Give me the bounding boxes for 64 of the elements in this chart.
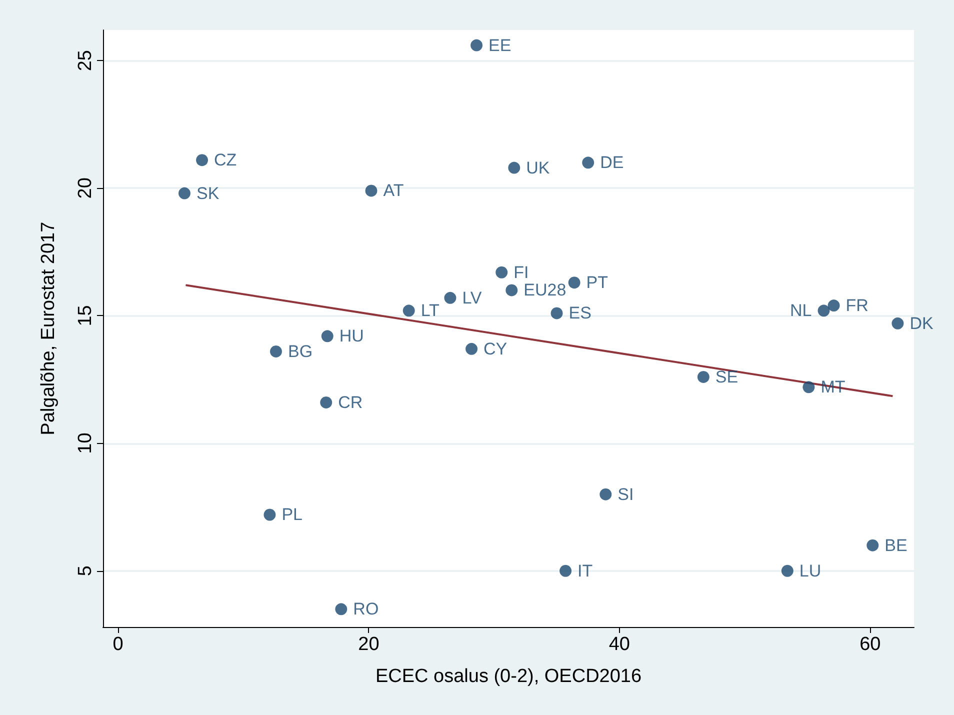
- data-label: ES: [568, 304, 592, 323]
- data-label: IT: [578, 561, 593, 580]
- data-label: PL: [282, 505, 303, 524]
- data-label: CY: [484, 339, 508, 358]
- point: [466, 342, 478, 355]
- y-tick-label: 25: [75, 50, 96, 72]
- data-label: LU: [799, 561, 822, 580]
- data-label: SE: [715, 367, 738, 386]
- data-label: AT: [383, 181, 404, 200]
- point: [270, 345, 282, 358]
- data-label: UK: [526, 158, 550, 178]
- x-tick-label: 40: [608, 634, 630, 655]
- point: [818, 304, 830, 317]
- point: [321, 330, 334, 342]
- point: [365, 184, 378, 197]
- point: [568, 276, 580, 289]
- x-tick-label: 0: [112, 634, 124, 655]
- point: [444, 292, 456, 304]
- data-label: DE: [600, 153, 624, 172]
- data-label: EE: [488, 36, 512, 55]
- data-label: EU28: [524, 280, 566, 300]
- data-label: DK: [910, 314, 934, 333]
- point: [320, 396, 332, 408]
- point: [866, 539, 879, 552]
- data-label: FI: [514, 262, 529, 282]
- data-label: BG: [288, 342, 313, 361]
- data-label: LV: [462, 288, 482, 308]
- point: [781, 564, 794, 577]
- data-label: CZ: [214, 150, 237, 170]
- point: [178, 187, 190, 200]
- data-label: FR: [846, 296, 868, 316]
- point: [402, 304, 415, 317]
- y-tick-label: 15: [75, 305, 96, 326]
- y-axis-title: Palgalõhe, Eurostat 2017: [38, 222, 59, 436]
- point: [506, 284, 518, 296]
- point: [335, 603, 348, 616]
- data-label: HU: [339, 326, 364, 346]
- data-label: PT: [586, 273, 608, 292]
- data-label: SK: [196, 184, 220, 203]
- data-label: NL: [790, 301, 812, 320]
- point: [550, 307, 563, 320]
- point: [470, 39, 483, 52]
- y-tick-label: 10: [75, 432, 96, 454]
- point: [892, 317, 904, 330]
- point: [264, 508, 276, 521]
- point: [496, 266, 508, 278]
- y-tick-label: 20: [75, 178, 96, 199]
- point: [697, 370, 710, 383]
- x-axis-title: ECEC osalus (0-2), OECD2016: [375, 666, 642, 687]
- data-label: RO: [353, 600, 379, 619]
- point: [600, 488, 612, 500]
- data-label: CR: [338, 392, 363, 412]
- data-label: SI: [618, 484, 634, 504]
- x-tick-label: 60: [860, 634, 881, 655]
- data-label: BE: [884, 536, 908, 555]
- y-tick-label: 5: [75, 566, 96, 576]
- data-label: LT: [420, 301, 440, 320]
- x-tick-label: 20: [358, 634, 380, 655]
- point: [196, 154, 208, 166]
- point: [560, 564, 572, 577]
- point: [828, 300, 840, 312]
- point: [508, 162, 520, 174]
- point: [802, 381, 815, 394]
- point: [582, 156, 594, 169]
